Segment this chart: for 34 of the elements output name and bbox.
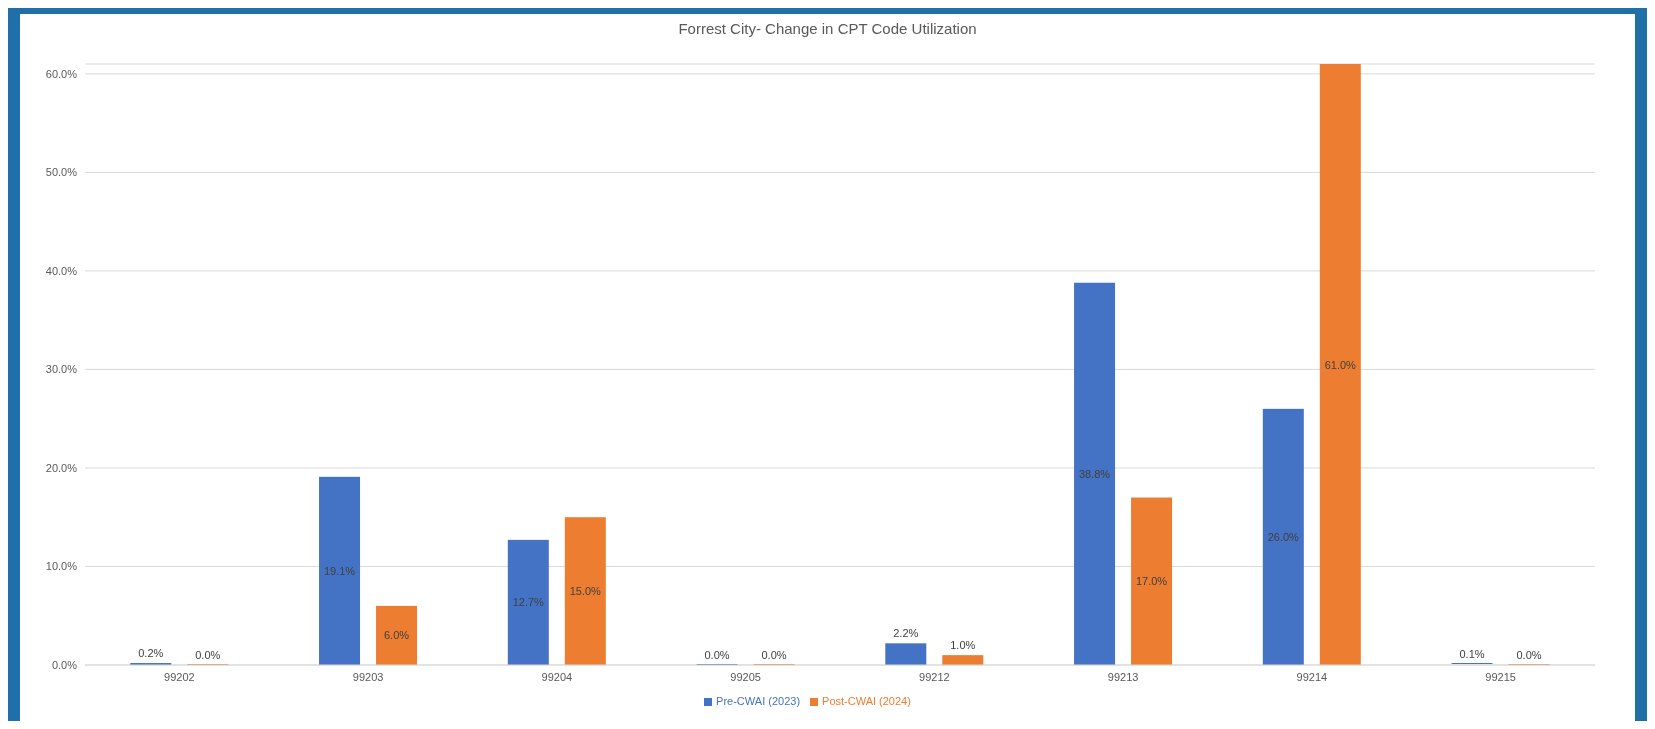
y-tick-label: 30.0% [45,363,78,376]
y-tick-label: 60.0% [45,67,78,80]
x-tick-label: 99214 [1296,670,1328,683]
data-label: 15.0% [569,585,602,598]
y-tick-label: 20.0% [45,461,78,474]
x-tick-label: 99203 [352,670,384,683]
y-tick-label: 50.0% [45,166,78,179]
data-label: 17.0% [1135,575,1168,588]
data-label: 12.7% [512,596,545,609]
x-tick-label: 99202 [164,670,195,683]
x-tick-label: 99212 [919,670,950,683]
data-label: 0.2% [138,647,164,660]
data-label: 61.0% [1324,358,1357,371]
y-tick-label: 10.0% [45,560,78,573]
data-label: 2.2% [893,627,919,640]
data-label: 0.0% [704,649,730,661]
data-label: 0.1% [1459,648,1485,661]
legend-label: Pre-CWAI (2023) [716,695,801,707]
x-tick-label: 99215 [1485,670,1516,683]
chart-title: Forrest City- Change in CPT Code Utilization [677,20,978,39]
data-label: 1.0% [950,639,976,652]
data-label: 19.1% [323,564,356,577]
data-label: 0.0% [761,649,787,661]
data-label: 38.8% [1078,467,1111,480]
data-label: 0.0% [195,649,221,661]
x-tick-label: 99205 [730,670,761,683]
data-label: 0.0% [1516,649,1542,661]
legend-label: Post-CWAI (2024) [822,695,911,707]
data-label: 6.0% [384,629,410,642]
x-tick-label: 99213 [1107,670,1139,683]
x-tick-label: 99204 [541,670,573,683]
data-label: 26.0% [1267,530,1300,543]
y-tick-label: 40.0% [45,264,78,277]
y-tick-label: 0.0% [51,658,78,671]
